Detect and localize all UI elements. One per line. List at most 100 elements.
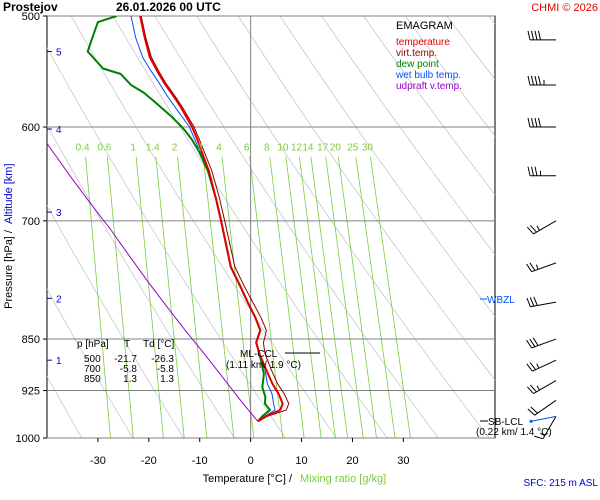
mixing-ratio-line — [285, 156, 322, 438]
dry-adiabat-line — [154, 16, 439, 438]
wind-barb — [526, 337, 557, 349]
sounding-series — [47, 16, 290, 423]
dry-adiabat-line — [47, 124, 235, 438]
wind-barb-feather — [527, 117, 531, 128]
dry-adiabat-line — [531, 16, 600, 438]
mixing-ratio-label: 4 — [216, 143, 222, 154]
wind-barb-feather — [526, 386, 534, 394]
x-axis-label: Temperature [°C] / — [203, 473, 293, 485]
wind-barb-feather — [531, 75, 534, 86]
mixing-ratio-line — [269, 156, 305, 438]
wind-barb-feather — [538, 117, 541, 128]
mixing-ratio-line — [107, 156, 134, 438]
wind-barb — [534, 416, 557, 440]
x-tick-label: -10 — [192, 455, 208, 467]
mixing-ratio-line — [355, 156, 396, 438]
altitude-tick-label: 1 — [56, 356, 62, 367]
mixing-ratio-line — [325, 156, 364, 438]
table-header-p: p [hPa] — [77, 339, 109, 350]
mixing-ratio-line — [299, 156, 336, 438]
x-tick-label: -30 — [90, 455, 106, 467]
wind-barb-half-feather — [536, 385, 540, 391]
wind-barb-feather — [529, 297, 535, 307]
mixing-ratio-label: 2 — [172, 143, 178, 154]
wind-barb-feather — [538, 75, 541, 86]
wind-barb-feather — [526, 297, 531, 307]
dry-adiabat-line — [279, 16, 495, 317]
y-tick-label: 850 — [22, 334, 40, 346]
x-tick-label: 20 — [346, 455, 358, 467]
wind-barb-staff — [531, 338, 557, 349]
wind-barb-feather — [534, 75, 538, 86]
mixing-ratio-lines — [85, 156, 411, 438]
table-cell: 1.3 — [160, 374, 174, 385]
dry-adiabats — [47, 16, 600, 438]
x-axis-label-mixing: Mixing ratio [g/kg] — [300, 473, 386, 485]
wind-barb-staff — [531, 262, 557, 273]
wind-barb — [526, 380, 557, 395]
mixing-ratio-line — [310, 156, 348, 438]
altitude-tick-label: 2 — [56, 294, 62, 305]
wind-barb-feather — [529, 262, 536, 271]
surface-wind-arrow — [530, 415, 557, 422]
table-cell: -5.8 — [120, 364, 138, 375]
legend-updraft: udpraft v.temp. — [396, 81, 462, 92]
x-tick-label: 10 — [295, 455, 307, 467]
mixing-ratio-line — [370, 156, 411, 438]
level-table: p [hPa] T Td [°C] 500 -21.7 -26.3 700 -5… — [77, 339, 174, 385]
wind-barb-feather — [527, 75, 531, 86]
wind-barb-staff — [530, 301, 557, 308]
wind-barb-staff — [533, 220, 557, 235]
sb-lcl-label: SB-LCL — [488, 417, 523, 428]
dry-adiabat-line — [321, 16, 495, 256]
wind-barbs — [526, 30, 557, 440]
wind-barb — [527, 399, 557, 416]
wind-barb — [526, 262, 557, 273]
x-tick-label: 30 — [397, 455, 409, 467]
mixing-ratio-label: 3 — [197, 143, 203, 154]
wind-barb-half-feather — [536, 363, 540, 369]
mixing-ratio-label: 10 — [277, 143, 289, 154]
wind-barb-staff — [533, 380, 557, 395]
wind-barb-half-feather — [540, 432, 546, 437]
wind-barb-staff — [542, 416, 557, 440]
wbzl-annotation: WBZL — [480, 295, 515, 306]
grid-lines — [47, 15, 495, 439]
series-temperature-line — [139, 16, 284, 423]
mixing-ratio-line — [337, 156, 377, 438]
wind-barb-feather — [534, 117, 538, 128]
credit-text: CHMI © 2026 — [531, 2, 598, 14]
wind-barb-feather — [531, 117, 534, 128]
mixing-ratio-line — [177, 156, 208, 438]
wind-barb-feather — [526, 263, 533, 272]
table-cell: -5.8 — [157, 364, 175, 375]
mixing-ratio-label: 6 — [244, 143, 250, 154]
plot-area — [46, 15, 496, 439]
y-tick-label: 925 — [22, 386, 40, 398]
x-tick-label: -20 — [141, 455, 157, 467]
wind-barb — [527, 117, 557, 128]
mixing-ratio-line — [221, 156, 255, 438]
wind-barb-feather — [529, 338, 536, 348]
legend-dew-point: dew point — [396, 59, 439, 70]
y-axis-title: Pressure [hPa] / Altitude [km] — [3, 163, 15, 308]
sb-lcl-annotation: SB-LCL (0.22 km/ 1.4 °C) — [476, 417, 552, 438]
legend-virt-temp: virt.temp. — [396, 48, 437, 59]
sb-lcl-detail: (0.22 km/ 1.4 °C) — [476, 427, 552, 438]
dry-adiabat-line — [363, 16, 495, 196]
wind-barb-feather — [532, 337, 539, 346]
wind-barb-feather — [527, 166, 531, 176]
legend: EMAGRAM temperature virt.temp. dew point… — [395, 20, 462, 92]
mixing-ratio-line — [85, 156, 111, 438]
legend-wet-bulb: wet bulb temp. — [395, 70, 461, 81]
wind-barb-feather — [529, 224, 537, 233]
mixing-ratio-label: 1 — [130, 143, 136, 154]
station-name: Prostejov — [3, 0, 58, 14]
dry-adiabat-line — [405, 16, 495, 137]
wind-barb-feather — [534, 30, 538, 41]
dry-adiabat-line — [112, 16, 388, 438]
wind-barb — [527, 166, 557, 177]
surface-elevation: SFC: 215 m ASL — [524, 478, 599, 489]
ml-ccl-detail: (1.11 km/ 1.9 °C) — [226, 360, 301, 371]
